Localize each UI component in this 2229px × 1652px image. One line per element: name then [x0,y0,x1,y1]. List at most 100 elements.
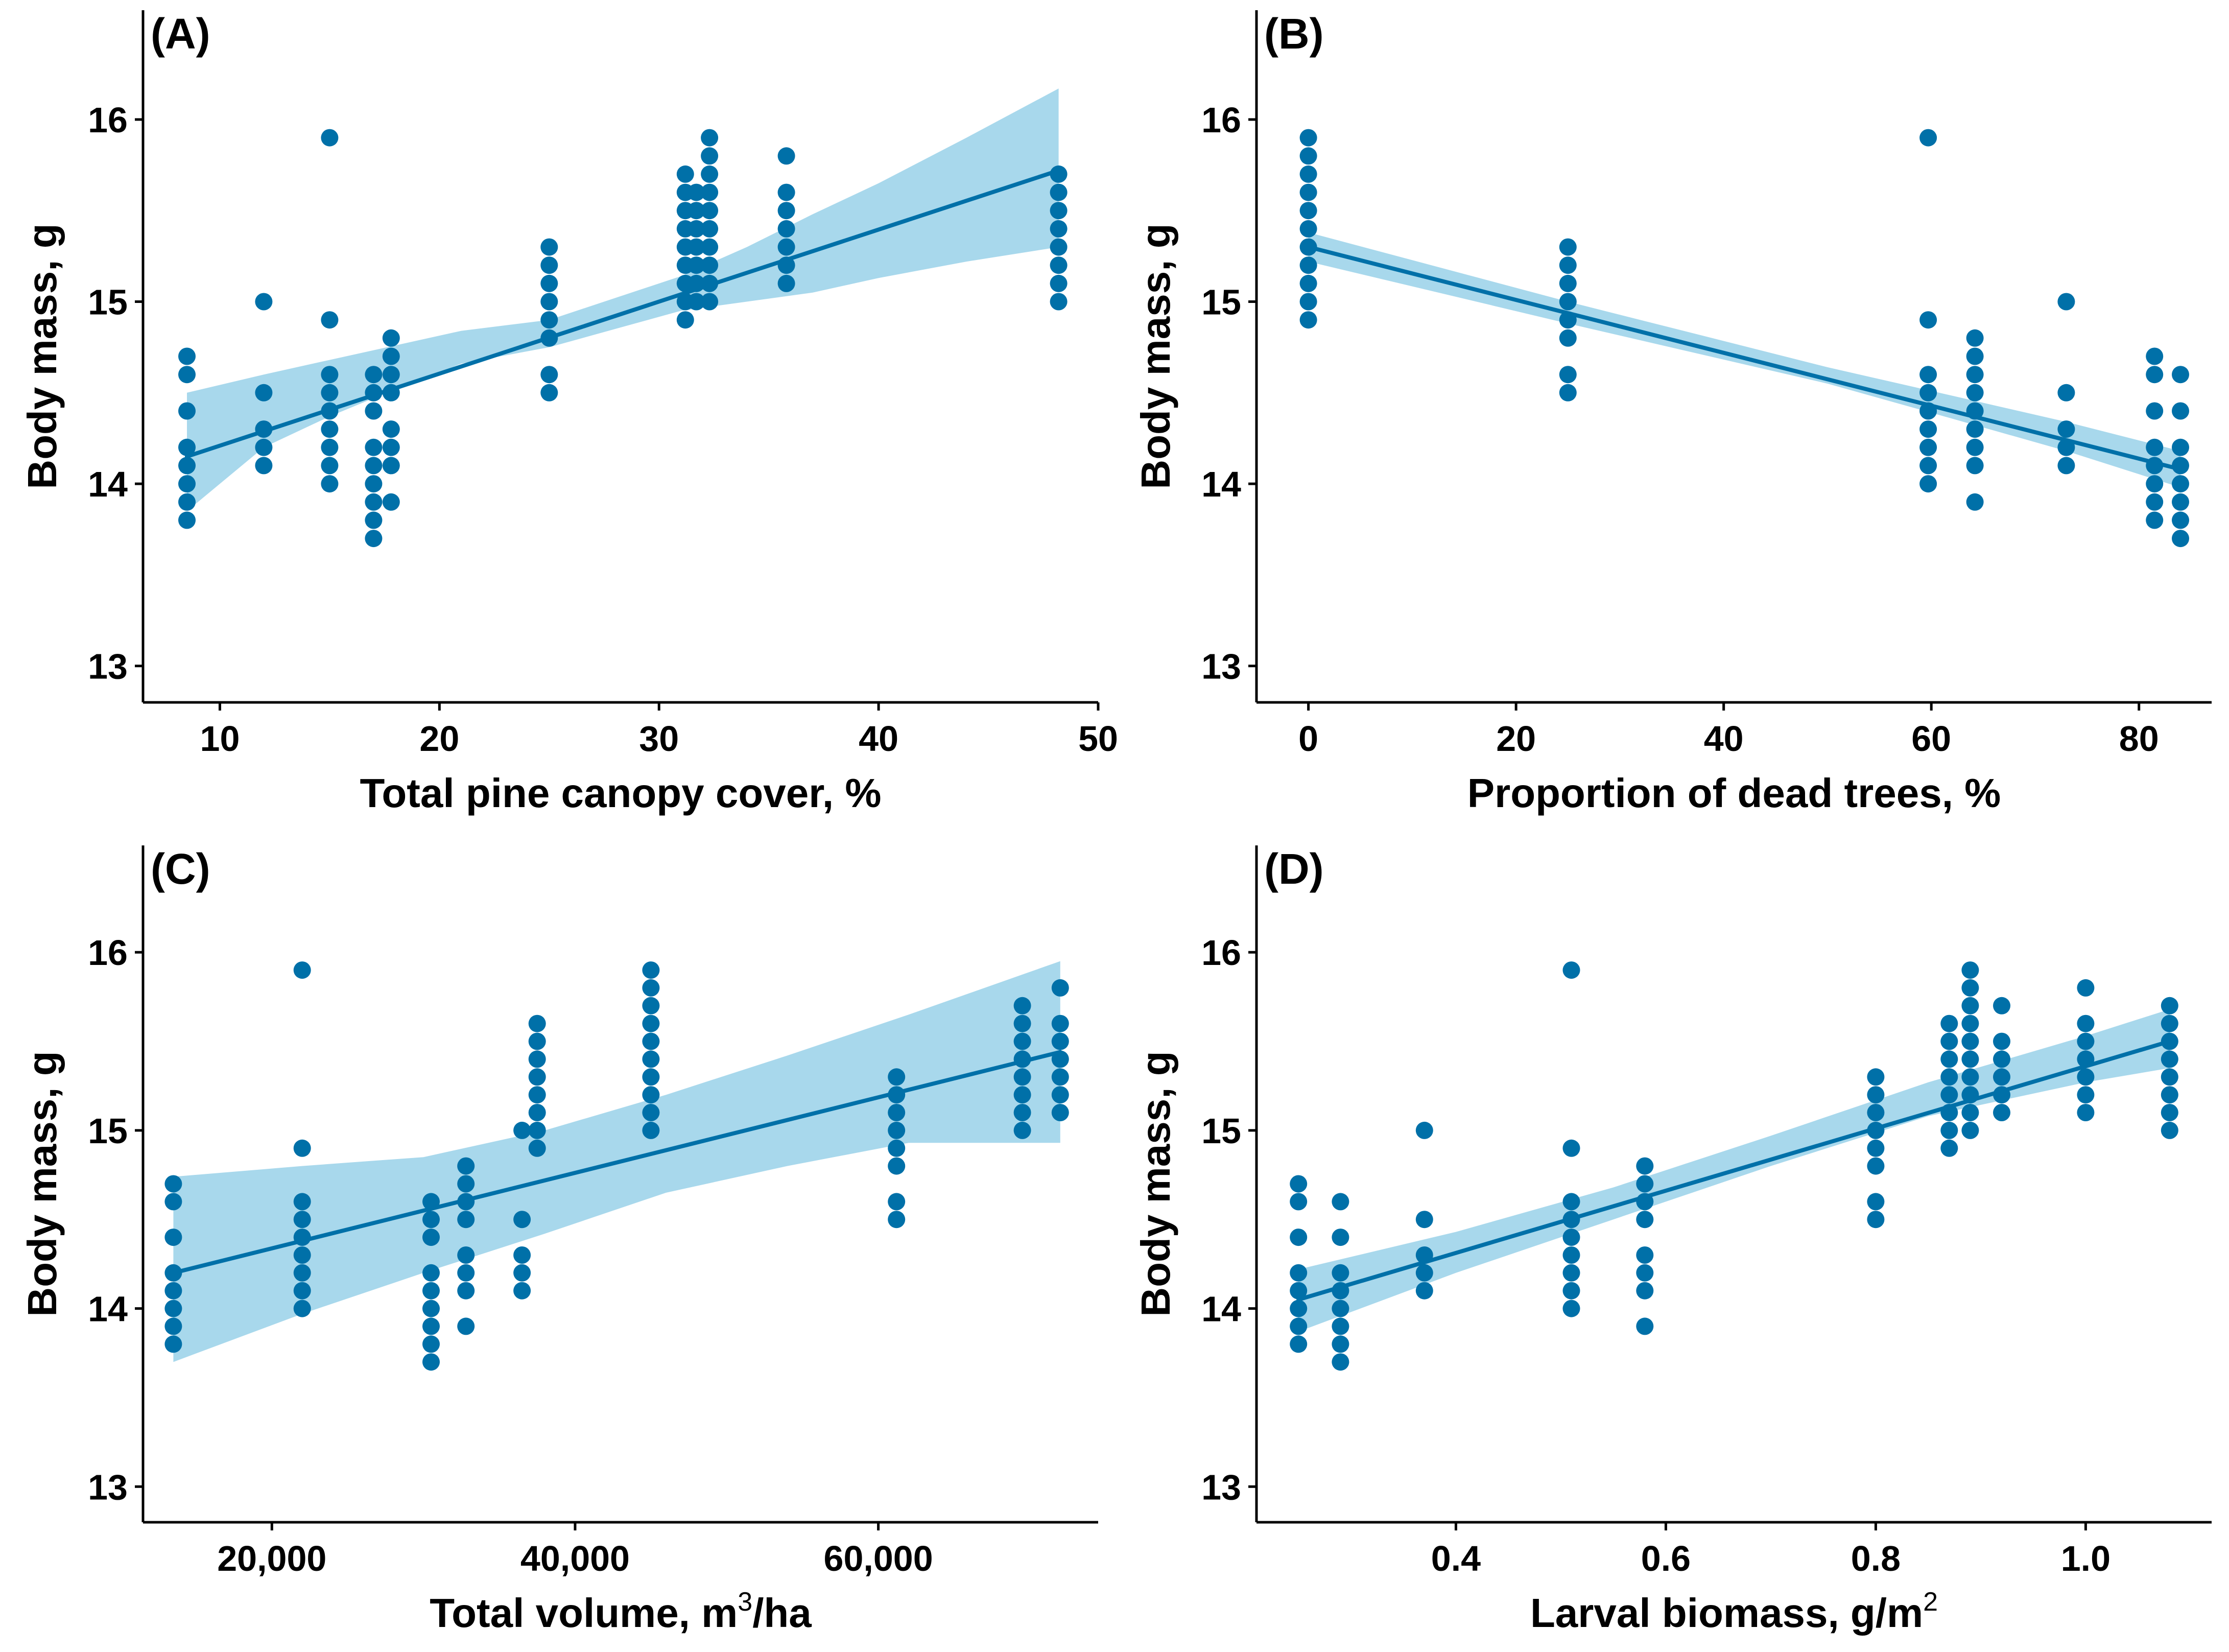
data-point [1290,1175,1308,1193]
data-point [1559,384,1577,402]
data-point [2146,347,2164,365]
data-point [1559,274,1577,292]
data-point [1961,979,1979,997]
data-point [164,1317,182,1335]
regression-line [171,1050,1062,1275]
data-point [2172,438,2189,456]
data-point [528,1086,546,1104]
data-point [2057,293,2075,311]
data-point [1051,1086,1069,1104]
data-point [1919,475,1937,493]
y-tick-label: 16 [1201,100,1241,140]
data-point [777,183,795,201]
data-point [164,1229,182,1246]
data-point [1919,129,1937,147]
data-point [164,1300,182,1317]
data-point [2146,438,2164,456]
data-point [1332,1300,1349,1317]
data-point [642,1068,660,1086]
data-point [164,1335,182,1353]
x-tick-label: 30 [639,719,679,759]
y-tick-label: 16 [88,100,128,140]
data-point [1636,1282,1654,1300]
data-point [1562,1246,1580,1264]
data-point [365,493,383,511]
data-point [164,1175,182,1193]
data-point [1867,1086,1885,1104]
data-point [178,457,196,475]
data-point [1867,1139,1885,1157]
data-point [1919,384,1937,402]
data-point [293,1246,311,1264]
data-point [178,366,196,384]
data-point [777,147,795,165]
data-point [255,438,273,456]
data-point [2057,457,2075,475]
x-axis-title-main: Proportion of dead trees, % [1467,770,2001,816]
data-point [540,311,558,329]
data-point [321,384,339,402]
data-point [1636,1246,1654,1264]
data-point [1961,997,1979,1014]
data-point [676,165,694,183]
data-point [365,366,383,384]
y-tick-label: 16 [1201,933,1241,973]
data-point [528,1139,546,1157]
data-point [178,347,196,365]
data-point [642,1121,660,1139]
y-tick-label: 14 [88,464,128,504]
data-point [540,366,558,384]
data-point [2077,1086,2095,1104]
data-point [1562,1229,1580,1246]
data-point [701,220,719,238]
data-point [178,493,196,511]
data-point [1332,1229,1349,1246]
y-tick-label: 15 [88,1111,128,1151]
panel-c: 13 14 15 16 20,000 40,000 60,000 (C) Total volum… [19,845,1098,1636]
x-tick-label: 20 [419,719,459,759]
data-point [540,384,558,402]
data-point [1940,1032,1958,1050]
data-point [528,1014,546,1032]
data-point [457,1211,475,1229]
y-tick-label: 14 [1201,464,1241,504]
x-tick-label: 20 [1496,719,1536,759]
data-point [1290,1282,1308,1300]
data-point [422,1335,440,1353]
x-axis-title-main: Total pine canopy cover, % [360,770,881,816]
data-point [1919,366,1937,384]
data-point [1559,329,1577,347]
data-point [528,1068,546,1086]
data-point [528,1050,546,1068]
data-point [777,238,795,256]
data-point [1867,1211,1885,1229]
panel-label: (C) [151,845,210,893]
x-tick-label: 0.4 [1431,1539,1481,1578]
data-point [777,220,795,238]
data-point [687,238,705,256]
data-point [1050,293,1068,311]
x-axis-title: Total volume, m3/ha [430,1587,812,1636]
data-point [777,274,795,292]
x-axis-title: Proportion of dead trees, % [1467,770,2001,816]
data-point [457,1317,475,1335]
y-tick-label: 13 [1201,647,1241,687]
data-point [1562,1139,1580,1157]
data-point [528,1032,546,1050]
panel-label: (B) [1264,10,1324,58]
data-point [1332,1317,1349,1335]
data-point [422,1282,440,1300]
data-point [1966,438,1984,456]
data-point [1013,1121,1031,1139]
data-point [1993,1104,2010,1121]
data-point [1966,493,1984,511]
panel-a: 13 14 15 16 10 20 30 40 50 (A) Total pine canopy c… [19,10,1118,816]
data-point [888,1068,906,1086]
data-point [540,238,558,256]
x-tick-label: 20,000 [217,1539,326,1578]
data-point [1867,1193,1885,1211]
data-point [1050,238,1068,256]
data-point [457,1157,475,1175]
data-point [687,293,705,311]
